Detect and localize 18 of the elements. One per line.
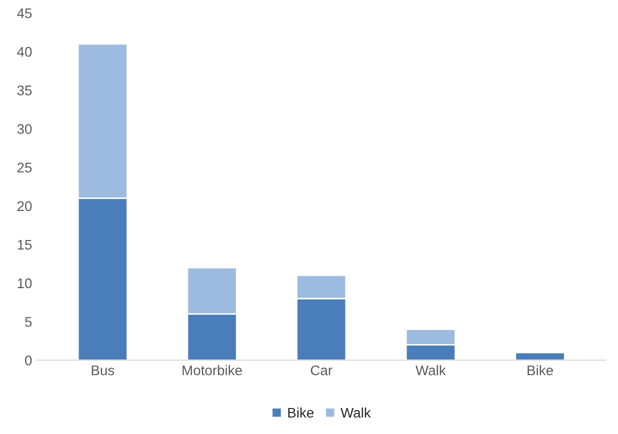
y-tick-label: 35: [17, 86, 32, 96]
y-tick-label: 10: [18, 278, 32, 288]
y-tick-label: 5: [25, 317, 32, 327]
x-tick-label: Bus: [92, 366, 114, 376]
x-tick-label: Bike: [528, 365, 553, 376]
legend-label: Walk: [340, 407, 371, 418]
y-tick-label: 25: [17, 162, 32, 172]
legend-label: Bike: [288, 407, 314, 418]
y-tick-label: 30: [17, 124, 32, 134]
y-tick-label: 40: [17, 46, 32, 57]
bar: [514, 352, 566, 360]
x-tick-label: Motorbike: [182, 365, 242, 376]
y-tick-label: 20: [17, 201, 32, 212]
y-tick-label: 45: [17, 8, 32, 18]
x-tick-label: Car: [310, 365, 332, 376]
y-tick-label: 0: [25, 356, 32, 366]
x-tick-label: Walk: [416, 365, 446, 376]
y-tick-label: 15: [18, 240, 32, 250]
